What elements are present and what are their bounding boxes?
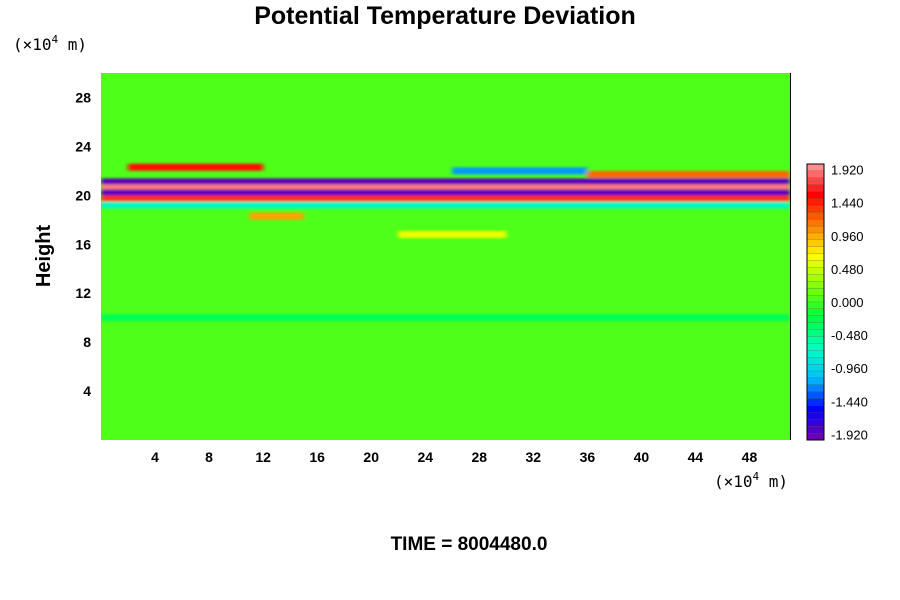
x-tick-label: 36 xyxy=(580,449,596,465)
colorbar-segment xyxy=(806,405,825,413)
colorbar-segment xyxy=(806,253,825,262)
colorbar-segment xyxy=(806,343,825,351)
colorbar-segment xyxy=(806,288,825,296)
colorbar-ticks: 1.920 1.440 0.960 0.480 0.000 -0.480 -0.960 -1.… xyxy=(831,163,868,443)
colorbar-segment xyxy=(806,398,825,406)
colorbar-segment xyxy=(806,294,825,303)
x-tick-label: 32 xyxy=(526,449,542,465)
y-tick-label: 12 xyxy=(75,285,91,301)
colorbar-frame xyxy=(806,163,825,441)
colorbar-segment xyxy=(806,370,825,379)
colorbar-segment xyxy=(806,239,825,248)
x-tick-label: 4 xyxy=(151,449,159,465)
heatmap-band xyxy=(101,195,790,203)
colorbar-segment xyxy=(806,163,825,172)
y-ticks: 4 8 12 16 20 24 28 xyxy=(75,89,91,399)
y-tick-label: 28 xyxy=(75,89,91,105)
heatmap-band xyxy=(101,189,790,197)
heatmap-band xyxy=(128,163,264,171)
colorbar-segment xyxy=(806,384,825,393)
colorbar-segment xyxy=(806,315,825,324)
colorbar-segment xyxy=(806,308,825,317)
y-tick-label: 24 xyxy=(75,138,91,154)
time-label: TIME = 8004480.0 xyxy=(391,534,548,555)
colorbar-segment xyxy=(806,177,825,186)
colorbar-segment xyxy=(806,198,825,206)
colorbar-segment xyxy=(806,170,825,179)
y-tick-label: 16 xyxy=(75,236,91,252)
colorbar-segment xyxy=(806,377,825,386)
colorbar-segment xyxy=(806,184,825,193)
colorbar-segment xyxy=(806,432,825,441)
colorbar-segment xyxy=(806,212,825,220)
colorbar-segment xyxy=(806,419,825,427)
colorbar-segment xyxy=(806,205,825,213)
colorbar-segment xyxy=(806,426,825,434)
colorbar-segment xyxy=(806,225,825,234)
colorbar-segment xyxy=(806,363,825,372)
heatmap-band xyxy=(452,167,588,175)
x-tick-label: 12 xyxy=(255,449,271,465)
colorbar-tick-label: -1.440 xyxy=(831,394,868,409)
plot-area xyxy=(101,73,790,440)
colorbar-tick-label: -1.920 xyxy=(831,427,868,442)
heatmap-band xyxy=(587,171,790,179)
colorbar-tick-label: 1.920 xyxy=(831,163,864,178)
colorbar-segment xyxy=(806,267,825,275)
colorbar xyxy=(806,163,825,441)
heatmap-band xyxy=(101,201,790,209)
heatmap-band xyxy=(101,184,790,192)
colorbar-segment xyxy=(806,336,825,344)
x-tick-label: 44 xyxy=(688,449,704,465)
colorbar-segment xyxy=(806,246,825,255)
y-tick-label: 20 xyxy=(75,187,91,203)
x-tick-label: 48 xyxy=(742,449,758,465)
colorbar-tick-label: -0.480 xyxy=(831,328,868,343)
y-axis-label: Height xyxy=(33,225,55,288)
heatmap-bands xyxy=(101,163,790,322)
colorbar-segment xyxy=(806,329,825,337)
colorbar-segment xyxy=(806,219,825,227)
y-tick-label: 8 xyxy=(83,334,91,350)
x-tick-label: 8 xyxy=(205,449,213,465)
colorbar-segment xyxy=(806,391,825,400)
colorbar-tick-label: 0.480 xyxy=(831,262,864,277)
x-axis-unit: (×104 m) xyxy=(714,470,788,491)
colorbar-segment xyxy=(806,301,825,310)
heatmap-band xyxy=(249,212,304,220)
colorbar-tick-label: 0.960 xyxy=(831,229,864,244)
colorbar-segment xyxy=(806,350,825,358)
x-tick-label: 28 xyxy=(471,449,487,465)
colorbar-segment xyxy=(806,357,825,365)
heatmap-band xyxy=(398,230,507,238)
colorbar-segment xyxy=(806,232,825,241)
colorbar-segment xyxy=(806,260,825,268)
x-tick-label: 16 xyxy=(309,449,325,465)
x-tick-label: 40 xyxy=(634,449,650,465)
colorbar-segment xyxy=(806,412,825,420)
plot-background xyxy=(101,73,790,440)
colorbar-tick-label: 1.440 xyxy=(831,196,864,211)
colorbar-tick-label: 0.000 xyxy=(831,295,864,310)
colorbar-segment xyxy=(806,191,825,199)
x-tick-label: 24 xyxy=(417,449,433,465)
x-ticks: 4 8 12 16 20 24 28 32 36 40 44 48 xyxy=(151,449,757,465)
colorbar-segment xyxy=(806,322,825,331)
chart-title: Potential Temperature Deviation xyxy=(254,2,636,30)
colorbar-tick-label: -0.960 xyxy=(831,361,868,376)
colorbar-segment xyxy=(806,274,825,282)
y-tick-label: 4 xyxy=(83,383,91,399)
x-tick-label: 20 xyxy=(363,449,379,465)
heatmap-band xyxy=(101,314,790,322)
y-axis-unit: (×104 m) xyxy=(13,33,87,54)
heatmap-band xyxy=(101,178,790,186)
colorbar-segment xyxy=(806,281,825,289)
